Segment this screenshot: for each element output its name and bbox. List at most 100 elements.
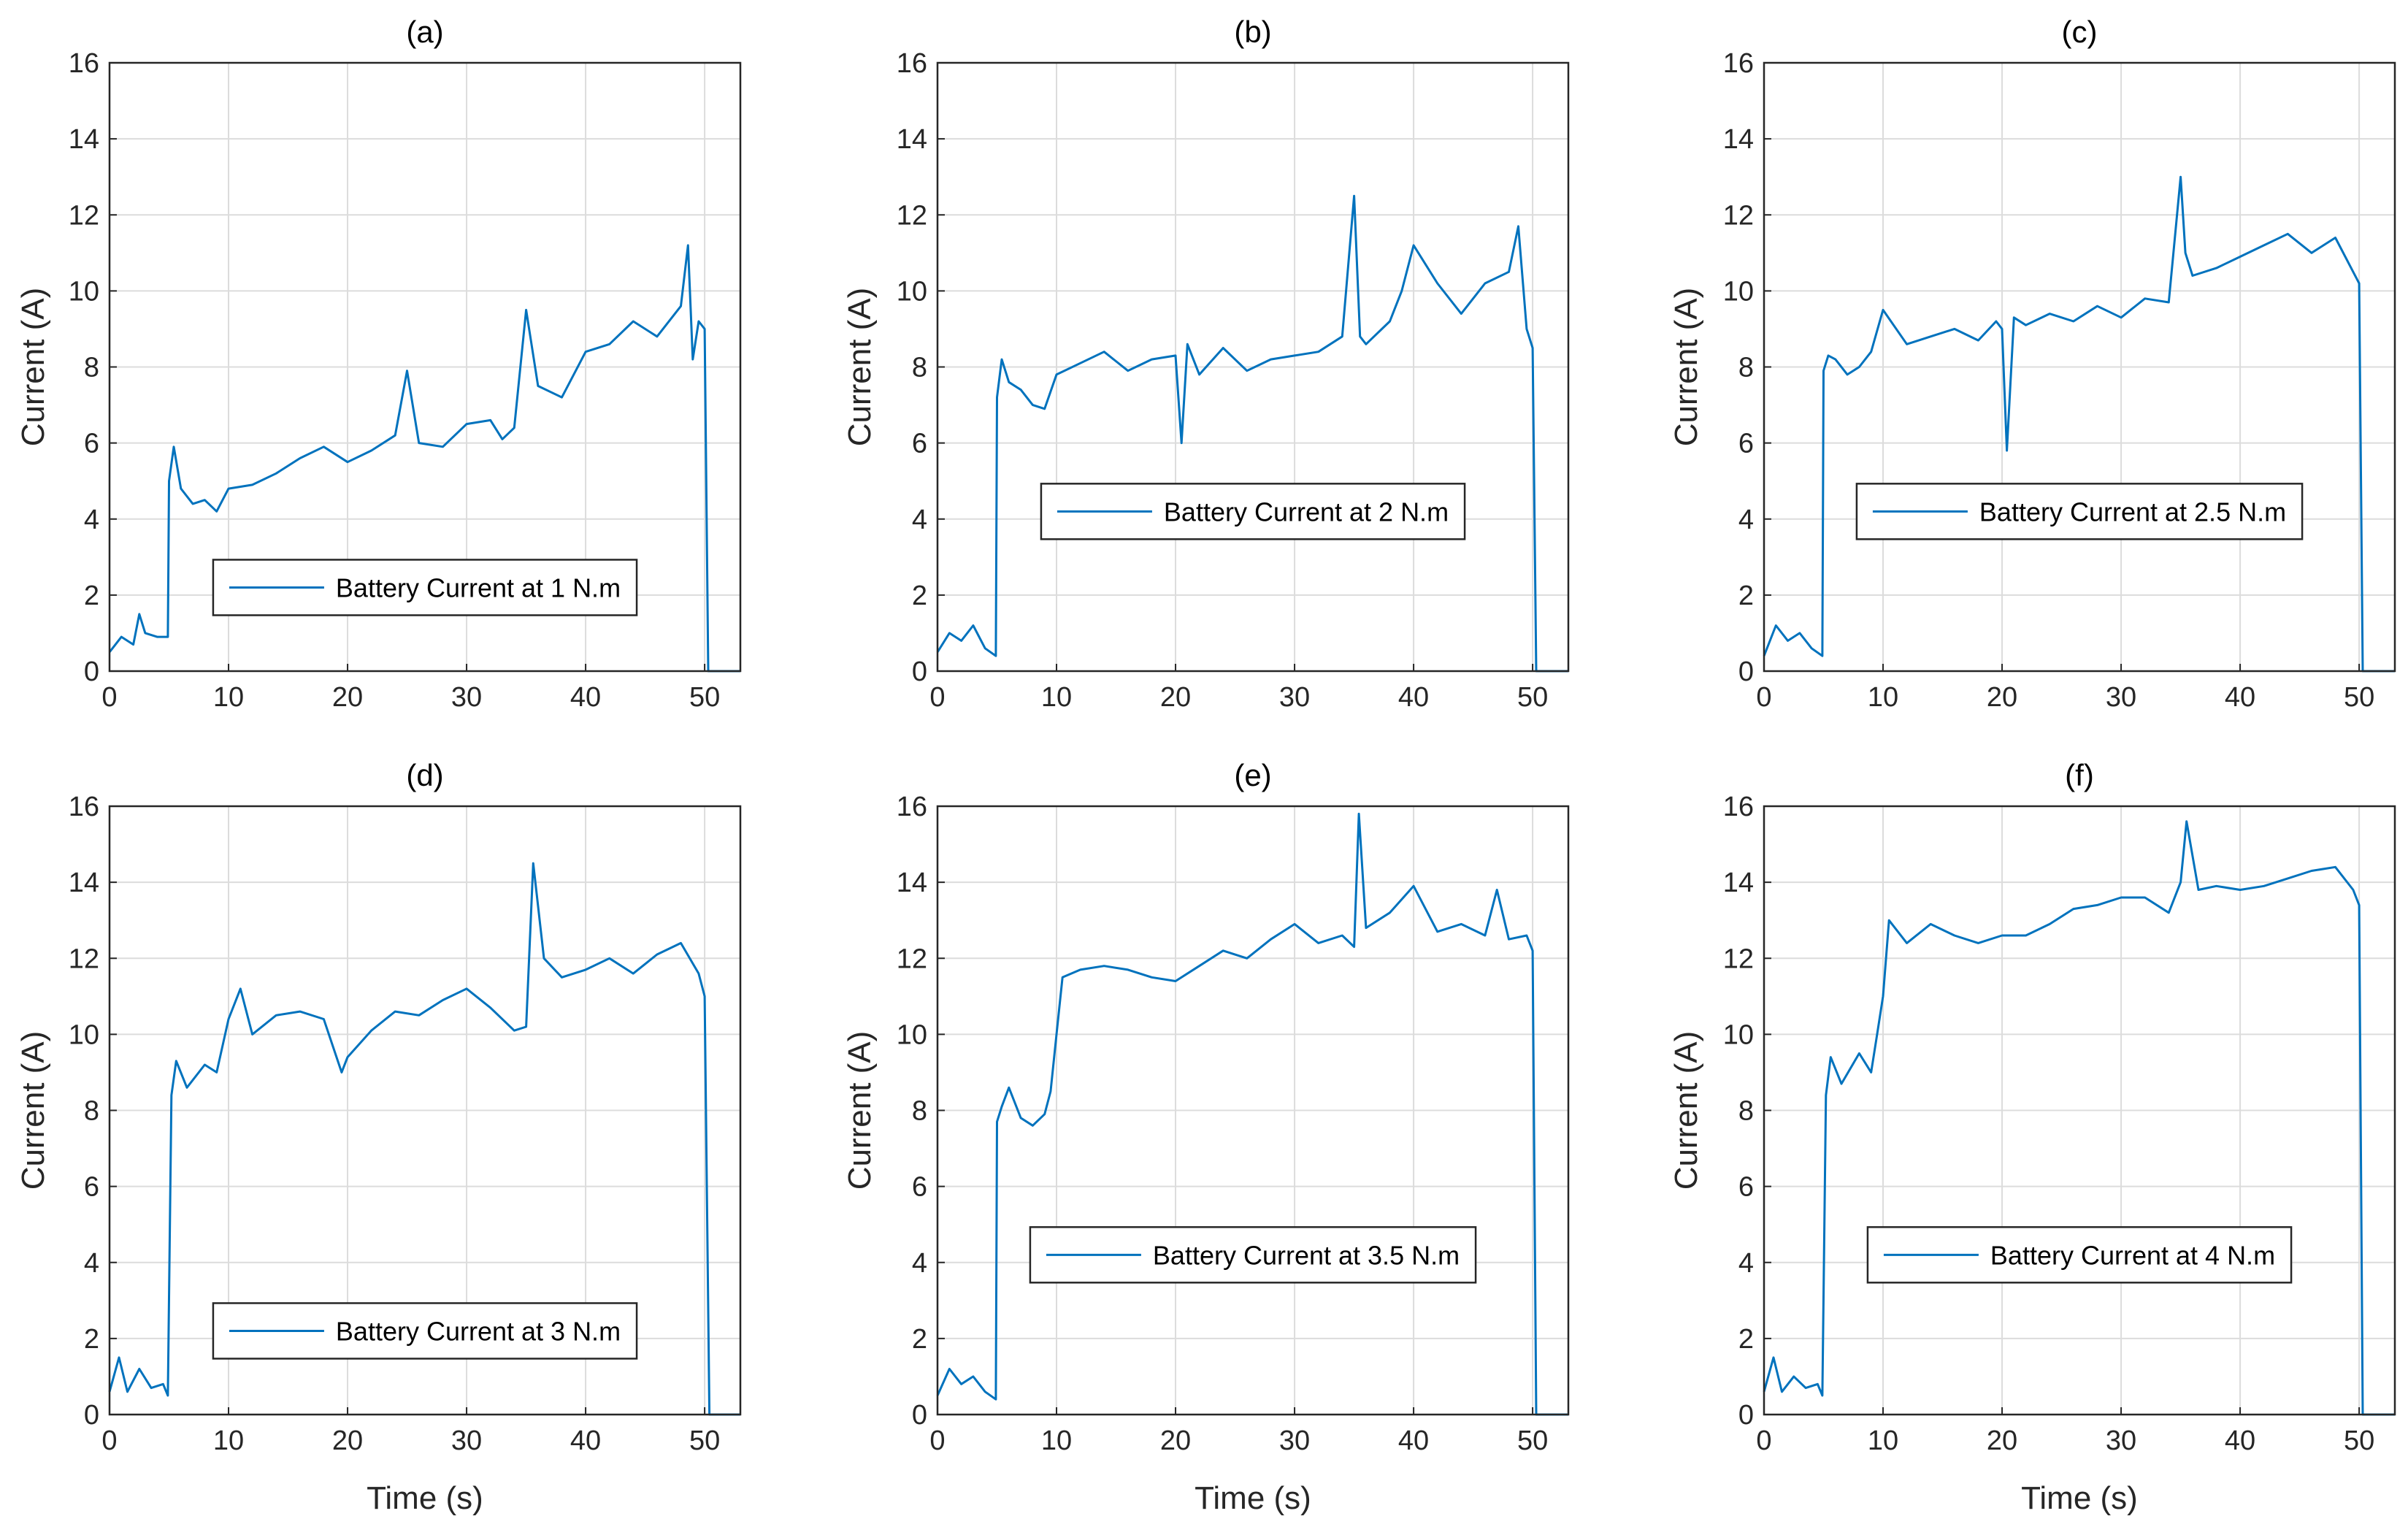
- y-tick-label: 12: [1723, 200, 1754, 231]
- legend-box: [1040, 483, 1466, 540]
- y-tick-label: 0: [912, 657, 927, 687]
- axes-box: [108, 805, 742, 1416]
- y-tick-label: 16: [69, 792, 99, 822]
- y-tick-label: 6: [912, 1172, 927, 1203]
- x-tick-label: 40: [2225, 1425, 2255, 1456]
- axes-box: [108, 61, 742, 673]
- x-tick-label: 10: [213, 682, 244, 713]
- y-tick-label: 10: [897, 1019, 927, 1050]
- y-tick-label: 14: [897, 124, 927, 155]
- y-tick-label: 4: [1738, 1248, 1754, 1279]
- y-tick-label: 2: [84, 1324, 99, 1355]
- subplot-title: (f): [2065, 758, 2094, 792]
- x-tick-label: 40: [1398, 682, 1429, 713]
- y-tick-label: 16: [897, 792, 927, 822]
- y-tick-label: 6: [1738, 429, 1754, 459]
- y-tick-label: 6: [912, 429, 927, 459]
- axes-box: [1763, 61, 2396, 673]
- y-tick-label: 8: [84, 1096, 99, 1127]
- x-tick-label: 30: [1279, 682, 1310, 713]
- y-tick-label: 0: [84, 657, 99, 687]
- x-tick-label: 30: [451, 682, 482, 713]
- y-tick-label: 2: [84, 581, 99, 611]
- x-tick-label: 0: [101, 682, 117, 713]
- x-tick-label: 50: [2344, 682, 2374, 713]
- subplot-title: (b): [1234, 15, 1271, 49]
- y-tick-label: 2: [1738, 581, 1754, 611]
- x-tick-label: 10: [1868, 682, 1898, 713]
- y-tick-label: 8: [912, 1096, 927, 1127]
- x-axis-label: Time (s): [367, 1480, 483, 1516]
- series-line: [108, 244, 740, 673]
- x-tick-label: 40: [570, 1425, 601, 1456]
- x-tick-label: 30: [451, 1425, 482, 1456]
- y-axis-label: Current (A): [1668, 1031, 1704, 1190]
- y-tick-label: 4: [84, 505, 99, 535]
- x-tick-label: 30: [2106, 682, 2136, 713]
- y-tick-label: 14: [1723, 868, 1754, 898]
- x-tick-label: 20: [332, 1425, 363, 1456]
- y-axis-label: Current (A): [1668, 288, 1704, 447]
- y-tick-label: 6: [1738, 1172, 1754, 1203]
- subplot-c: (c) Current (A) Battery Current at 2.5 N…: [1668, 15, 2396, 713]
- y-axis-label: Current (A): [15, 288, 51, 447]
- y-tick-label: 12: [897, 200, 927, 231]
- axes-box: [1763, 805, 2396, 1416]
- series-line: [1763, 175, 2395, 673]
- legend-label: Battery Current at 2.5 N.m: [1979, 497, 2286, 527]
- y-tick-label: 2: [912, 1324, 927, 1355]
- axes-box: [936, 61, 1570, 673]
- y-tick-label: 8: [1738, 353, 1754, 383]
- y-tick-label: 8: [84, 353, 99, 383]
- x-tick-label: 40: [2225, 682, 2255, 713]
- y-tick-label: 16: [1723, 792, 1754, 822]
- y-tick-label: 16: [1723, 48, 1754, 79]
- y-tick-label: 10: [1723, 276, 1754, 307]
- subplot-a: (a) Current (A) Battery Current at 1 N.m…: [15, 15, 742, 713]
- x-tick-label: 20: [1987, 1425, 2017, 1456]
- y-tick-label: 8: [912, 353, 927, 383]
- x-tick-label: 50: [689, 682, 720, 713]
- y-tick-label: 4: [912, 505, 927, 535]
- x-tick-label: 10: [1041, 1425, 1072, 1456]
- x-axis-label: Time (s): [2021, 1480, 2138, 1516]
- x-tick-label: 20: [1160, 682, 1191, 713]
- y-axis-label: Current (A): [842, 288, 878, 447]
- axes-box: [936, 805, 1570, 1416]
- x-tick-label: 20: [1987, 682, 2017, 713]
- x-tick-label: 20: [1160, 1425, 1191, 1456]
- x-tick-label: 30: [1279, 1425, 1310, 1456]
- x-tick-label: 50: [1517, 1425, 1548, 1456]
- subplot-title: (e): [1234, 758, 1271, 792]
- legend-label: Battery Current at 3 N.m: [336, 1316, 621, 1346]
- y-tick-label: 4: [912, 1248, 927, 1279]
- subplot-title: (a): [406, 15, 443, 49]
- x-axis-label: Time (s): [1195, 1480, 1311, 1516]
- x-tick-label: 0: [929, 1425, 945, 1456]
- subplot-title: (d): [406, 758, 443, 792]
- legend-label: Battery Current at 3.5 N.m: [1153, 1240, 1460, 1270]
- x-tick-label: 50: [2344, 1425, 2374, 1456]
- y-tick-label: 4: [1738, 505, 1754, 535]
- x-tick-label: 20: [332, 682, 363, 713]
- y-tick-label: 14: [1723, 124, 1754, 155]
- x-tick-label: 0: [1756, 682, 1771, 713]
- y-tick-label: 2: [1738, 1324, 1754, 1355]
- subplot-e: (e) Current (A) Time (s) Battery Current…: [842, 758, 1570, 1516]
- x-tick-label: 40: [570, 682, 601, 713]
- y-tick-label: 12: [897, 944, 927, 974]
- y-tick-label: 0: [1738, 1400, 1754, 1431]
- y-axis-label: Current (A): [842, 1031, 878, 1190]
- x-tick-label: 10: [1041, 682, 1072, 713]
- y-tick-label: 14: [897, 868, 927, 898]
- y-tick-label: 12: [69, 200, 99, 231]
- x-tick-label: 40: [1398, 1425, 1429, 1456]
- y-tick-label: 10: [897, 276, 927, 307]
- y-tick-label: 10: [1723, 1019, 1754, 1050]
- x-tick-label: 10: [1868, 1425, 1898, 1456]
- subplot-b: (b) Current (A) Battery Current at 2 N.m…: [842, 15, 1570, 713]
- series-line: [936, 194, 1568, 673]
- x-tick-label: 10: [213, 1425, 244, 1456]
- x-tick-label: 30: [2106, 1425, 2136, 1456]
